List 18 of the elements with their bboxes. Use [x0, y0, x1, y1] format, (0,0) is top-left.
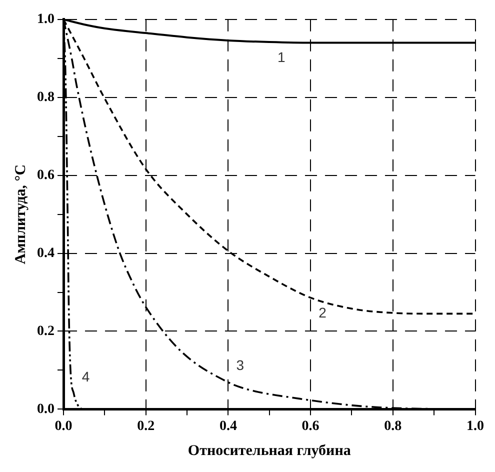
series-label: 4: [82, 368, 90, 384]
y-tick-label: 0.6: [37, 168, 54, 183]
x-tick-label: 1.0: [466, 419, 484, 434]
y-tick-label: 0.2: [37, 324, 54, 339]
series-label: 1: [277, 48, 286, 65]
y-tick-label: 0.8: [37, 90, 54, 105]
x-axis-title: Относительная глубина: [188, 442, 352, 459]
y-axis-title: Амплитуда, °C: [12, 164, 29, 264]
y-tick-label: 1.0: [37, 12, 54, 28]
x-tick-label: 0.0: [54, 419, 72, 434]
x-tick-label: 0.2: [137, 419, 155, 434]
y-tick-label: 0.0: [37, 402, 54, 417]
x-tick-label: 0.4: [219, 419, 237, 434]
series-label: 3: [236, 357, 244, 374]
series-label: 2: [318, 304, 327, 321]
y-tick-label: 0.4: [37, 246, 54, 261]
x-tick-label: 0.8: [384, 419, 402, 434]
x-tick-label: 0.6: [302, 419, 320, 434]
